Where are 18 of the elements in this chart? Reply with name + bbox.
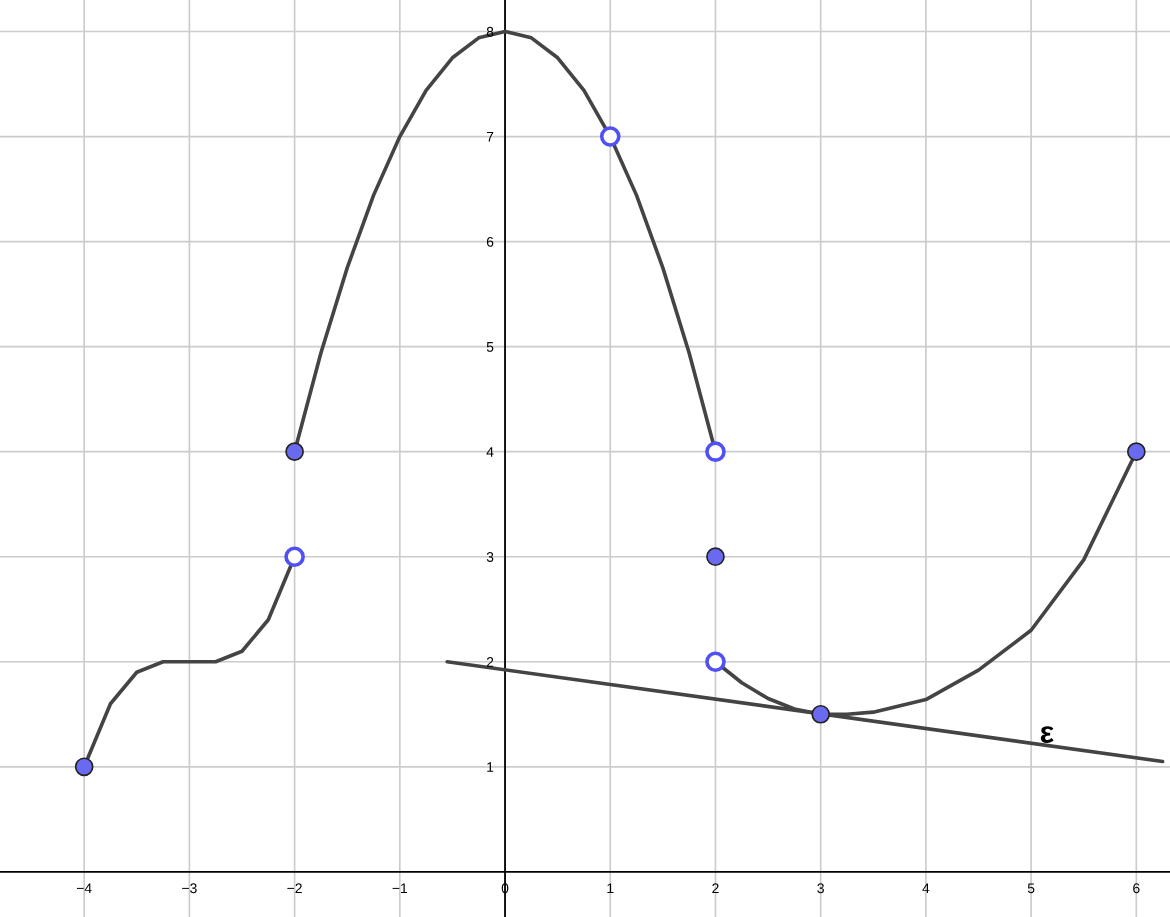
y-tick-label: 3 xyxy=(486,552,494,562)
x-tick-label: 4 xyxy=(922,883,930,894)
x-tick-label: −3 xyxy=(182,883,197,894)
y-tick-label: 5 xyxy=(486,342,494,352)
x-tick-label: 6 xyxy=(1133,883,1140,894)
x-tick-label: −4 xyxy=(76,883,92,894)
series-label: ε xyxy=(1040,726,1054,743)
x-tick-label: −2 xyxy=(287,883,302,894)
y-tick-label: 1 xyxy=(487,762,494,772)
x-tick-label: 3 xyxy=(817,883,824,894)
y-tick-label: 7 xyxy=(486,132,494,142)
x-tick-label: −1 xyxy=(392,883,408,894)
x-tick-label: 1 xyxy=(607,883,614,894)
y-tick-label: 2 xyxy=(486,657,494,667)
y-tick-label: 4 xyxy=(486,447,494,457)
x-tick-label: 2 xyxy=(712,883,719,894)
x-tick-label: 5 xyxy=(1027,883,1035,894)
y-tick-label: 6 xyxy=(486,236,494,247)
